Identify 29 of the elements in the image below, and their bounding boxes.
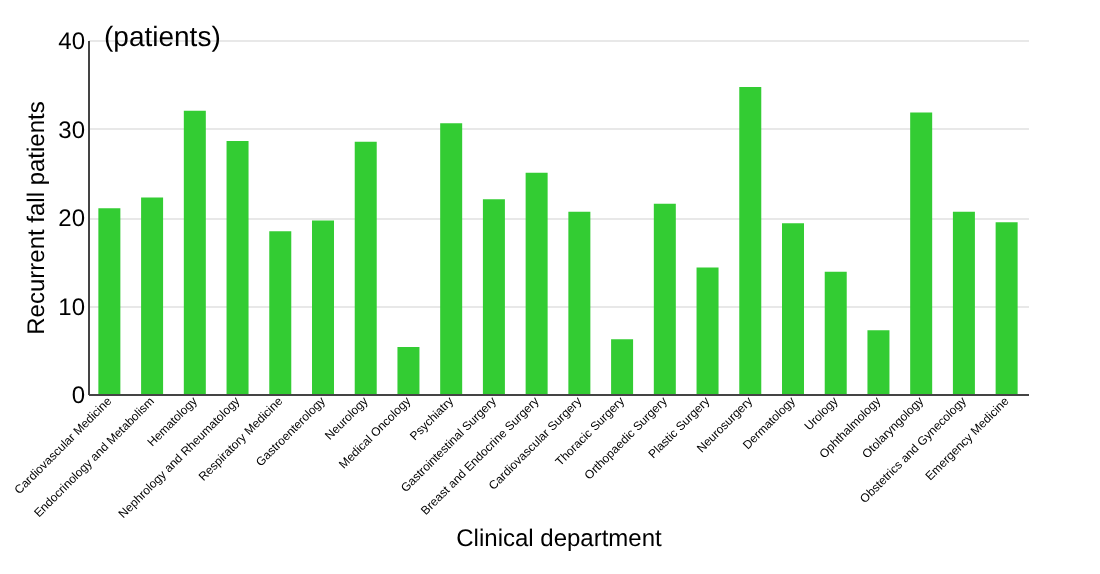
bar bbox=[824, 271, 847, 394]
y-tick-label: 20 bbox=[58, 204, 86, 232]
bar bbox=[397, 347, 420, 394]
y-axis-title: Recurrent fall patients bbox=[22, 101, 51, 335]
bar bbox=[568, 211, 591, 394]
bar bbox=[952, 211, 975, 394]
bar bbox=[354, 141, 377, 394]
bar bbox=[312, 220, 334, 394]
y-tick-label: 30 bbox=[58, 115, 86, 144]
bar bbox=[141, 197, 164, 394]
y-tick-label: 10 bbox=[58, 292, 86, 321]
bar bbox=[995, 222, 1018, 394]
bar bbox=[183, 110, 206, 394]
bar bbox=[910, 112, 933, 394]
bar bbox=[653, 203, 676, 394]
bar bbox=[611, 339, 634, 394]
y-tick-label: 40 bbox=[58, 27, 86, 55]
x-axis-title: Clinical department bbox=[456, 524, 664, 553]
bar bbox=[226, 140, 249, 394]
bar bbox=[440, 123, 463, 394]
bar bbox=[98, 208, 121, 394]
bar bbox=[482, 199, 505, 394]
bar bbox=[696, 267, 719, 394]
annotation: (patients) bbox=[104, 20, 221, 52]
bar bbox=[739, 86, 762, 394]
bar bbox=[269, 231, 292, 394]
bar bbox=[525, 172, 548, 394]
bar bbox=[782, 223, 804, 394]
bar bbox=[867, 330, 890, 394]
